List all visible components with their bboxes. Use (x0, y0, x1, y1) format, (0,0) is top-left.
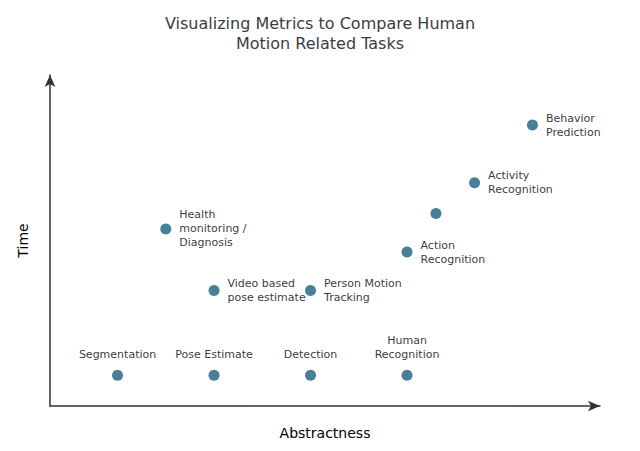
svg-text:Diagnosis: Diagnosis (179, 236, 233, 249)
svg-text:Prediction: Prediction (546, 126, 601, 139)
svg-text:Tracking: Tracking (323, 291, 370, 304)
svg-text:Pose Estimate: Pose Estimate (175, 348, 253, 361)
svg-text:Segmentation: Segmentation (79, 348, 156, 361)
svg-text:Health: Health (179, 208, 215, 221)
svg-text:Abstractness: Abstractness (280, 425, 371, 441)
svg-text:monitoring /: monitoring / (179, 222, 247, 235)
svg-text:Action: Action (421, 239, 455, 252)
svg-text:Time: Time (15, 223, 31, 258)
svg-text:Human: Human (387, 334, 427, 347)
svg-text:Activity: Activity (488, 169, 530, 182)
svg-text:Detection: Detection (284, 348, 337, 361)
svg-text:Recognition: Recognition (421, 253, 486, 266)
svg-text:Motion Related Tasks: Motion Related Tasks (236, 34, 404, 53)
svg-text:Video based: Video based (228, 277, 296, 290)
svg-text:Recognition: Recognition (375, 348, 440, 361)
svg-text:Behavior: Behavior (546, 112, 595, 125)
svg-text:Recognition: Recognition (488, 183, 553, 196)
svg-text:Person Motion: Person Motion (324, 277, 402, 290)
svg-text:pose estimate: pose estimate (228, 291, 306, 304)
svg-text:Visualizing Metrics to Compare: Visualizing Metrics to Compare Human (165, 14, 475, 33)
